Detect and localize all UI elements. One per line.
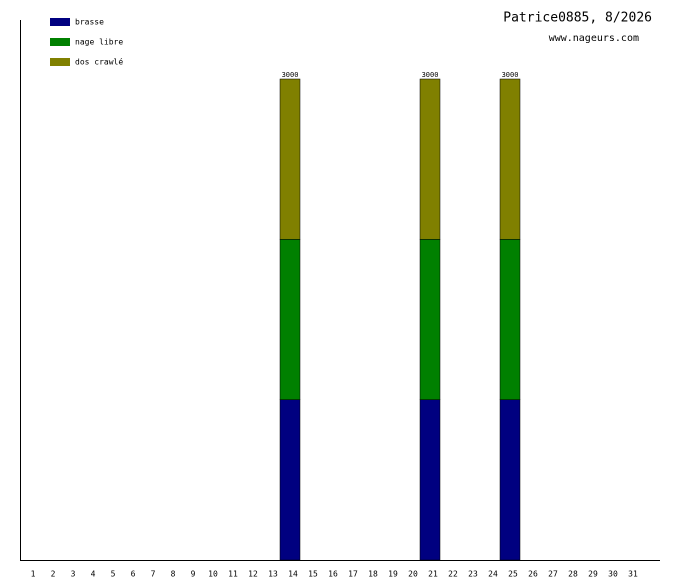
x-tick-label: 24 (488, 570, 498, 579)
bar-segment (279, 399, 301, 561)
x-tick-label: 5 (111, 570, 116, 579)
x-tick-label: 30 (608, 570, 618, 579)
x-tick-label: 19 (388, 570, 398, 579)
x-tick-label: 16 (328, 570, 338, 579)
x-tick-label: 10 (208, 570, 218, 579)
bar-segment (499, 78, 521, 240)
bar-segment (419, 78, 441, 240)
x-tick-label: 3 (71, 570, 76, 579)
chart-title: Patrice0885, 8/2026 (503, 11, 652, 26)
legend-swatch (50, 58, 70, 66)
x-tick-label: 15 (308, 570, 318, 579)
x-tick-label: 8 (171, 570, 176, 579)
x-tick-label: 7 (151, 570, 156, 579)
x-tick-label: 26 (528, 570, 538, 579)
x-tick-label: 17 (348, 570, 358, 579)
bar-segment (419, 239, 441, 400)
x-tick-label: 28 (568, 570, 578, 579)
x-tick-label: 6 (131, 570, 136, 579)
bar-segment (279, 239, 301, 400)
total-label: 3000 (502, 71, 519, 79)
x-tick-label: 20 (408, 570, 418, 579)
chart-subtitle: www.nageurs.com (549, 33, 639, 44)
legend-swatch (50, 18, 70, 26)
x-tick-label: 22 (448, 570, 458, 579)
total-label: 3000 (422, 71, 439, 79)
x-tick-label: 11 (228, 570, 238, 579)
bar-segment (499, 399, 521, 561)
legend-swatch (50, 38, 70, 46)
legend-label: dos crawlé (75, 57, 123, 67)
bar-segment (499, 239, 521, 400)
x-tick-label: 9 (191, 570, 196, 579)
x-tick-label: 25 (508, 570, 518, 579)
x-tick-label: 1 (31, 570, 36, 579)
x-tick-label: 4 (91, 570, 96, 579)
x-tick-label: 14 (288, 570, 298, 579)
bar-segment (419, 399, 441, 561)
x-tick-label: 29 (588, 570, 598, 579)
x-tick-label: 12 (248, 570, 258, 579)
total-label: 3000 (282, 71, 299, 79)
legend-label: brasse (75, 18, 104, 27)
legend-label: nage libre (75, 38, 123, 47)
x-tick-label: 13 (268, 570, 278, 579)
x-tick-label: 21 (428, 570, 438, 579)
x-tick-label: 31 (628, 570, 638, 579)
x-tick-label: 27 (548, 570, 558, 579)
bar-segment (279, 78, 301, 240)
x-tick-label: 23 (468, 570, 478, 579)
x-tick-label: 2 (51, 570, 56, 579)
x-tick-label: 18 (368, 570, 378, 579)
